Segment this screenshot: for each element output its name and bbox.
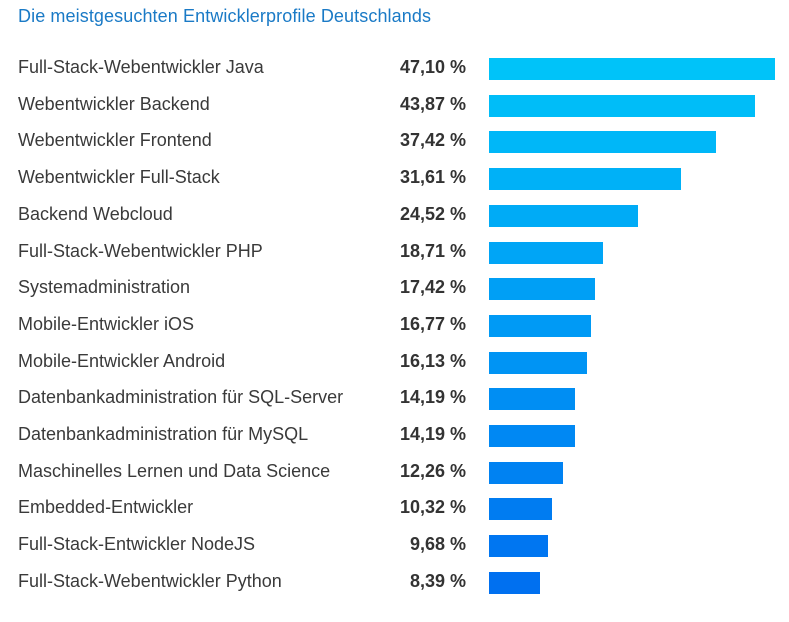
bar-row: Full-Stack-Webentwickler Python 8,39 % [0, 564, 789, 601]
value-label: 47,10 % [399, 57, 466, 77]
bar [489, 535, 548, 558]
bar-row: Backend Webcloud 24,52 % [0, 197, 789, 234]
bar [489, 388, 576, 411]
value-label: 12,26 % [399, 460, 466, 481]
bar [489, 278, 595, 301]
bar [489, 314, 591, 337]
category-label: Backend Webcloud [18, 203, 173, 224]
category-label: Full-Stack-Entwickler NodeJS [18, 534, 256, 555]
bar-row: Full-Stack-Webentwickler PHP 18,71 % [0, 234, 789, 271]
bar-row: Webentwickler Backend 43,87 % [0, 87, 789, 124]
bar [489, 204, 638, 227]
value-label: 24,52 % [399, 203, 466, 224]
chart-title: Die meistgesuchten Entwicklerprofile Deu… [18, 6, 432, 26]
value-label: 18,71 % [399, 240, 466, 261]
category-label: Webentwickler Backend [18, 93, 210, 114]
bar-row: Webentwickler Full-Stack 31,61 % [0, 160, 789, 197]
bar-row: Mobile-Entwickler Android 16,13 % [0, 344, 789, 381]
category-label: Mobile-Entwickler Android [18, 350, 226, 371]
category-label: Datenbankadministration für SQL-Server [18, 387, 344, 408]
bar [489, 425, 576, 447]
bar-row: Full-Stack-Entwickler NodeJS 9,68 % [0, 527, 789, 564]
bar [489, 131, 717, 154]
bar-row: Maschinelles Lernen und Data Science 12,2… [0, 454, 789, 491]
value-label: 9,68 % [409, 534, 466, 555]
category-label: Datenbankadministration für MySQL [18, 424, 309, 444]
bar [489, 241, 603, 264]
bar-row: Systemadministration 17,42 % [0, 270, 789, 307]
value-label: 43,87 % [399, 93, 466, 114]
bar [489, 498, 552, 521]
category-label: Full-Stack-Webentwickler Python [18, 570, 282, 591]
value-label: 37,42 % [399, 130, 466, 151]
bar [489, 351, 587, 374]
category-label: Mobile-Entwickler iOS [18, 313, 195, 334]
value-label: 14,19 % [399, 387, 466, 408]
value-label: 8,39 % [409, 570, 466, 591]
category-label: Embedded-Entwickler [18, 497, 194, 518]
bar-row: Datenbankadministration für MySQL 14,19 % [0, 417, 789, 454]
value-label: 16,13 % [399, 350, 466, 371]
category-label: Full-Stack-Webentwickler Java [18, 57, 264, 77]
bar-row: Full-Stack-Webentwickler Java 47,10 % [0, 50, 789, 87]
bar-row: Mobile-Entwickler iOS 16,77 % [0, 307, 789, 344]
category-label: Maschinelles Lernen und Data Science [18, 460, 331, 481]
category-label: Full-Stack-Webentwickler PHP [18, 240, 263, 261]
category-label: Webentwickler Full-Stack [18, 167, 220, 188]
value-label: 14,19 % [399, 424, 466, 444]
bar-row: Embedded-Entwickler 10,32 % [0, 490, 789, 527]
bar [489, 571, 540, 594]
value-label: 17,42 % [399, 277, 466, 298]
bar-row: Datenbankadministration für SQL-Server 14… [0, 380, 789, 417]
bar [489, 461, 564, 484]
value-label: 16,77 % [399, 313, 466, 334]
bar [489, 58, 775, 80]
bar [489, 94, 756, 117]
value-label: 31,61 % [399, 167, 466, 188]
category-label: Webentwickler Frontend [18, 130, 212, 151]
value-label: 10,32 % [399, 497, 466, 518]
bar-row: Webentwickler Frontend 37,42 % [0, 123, 789, 160]
category-label: Systemadministration [18, 277, 191, 298]
bar [489, 168, 681, 191]
